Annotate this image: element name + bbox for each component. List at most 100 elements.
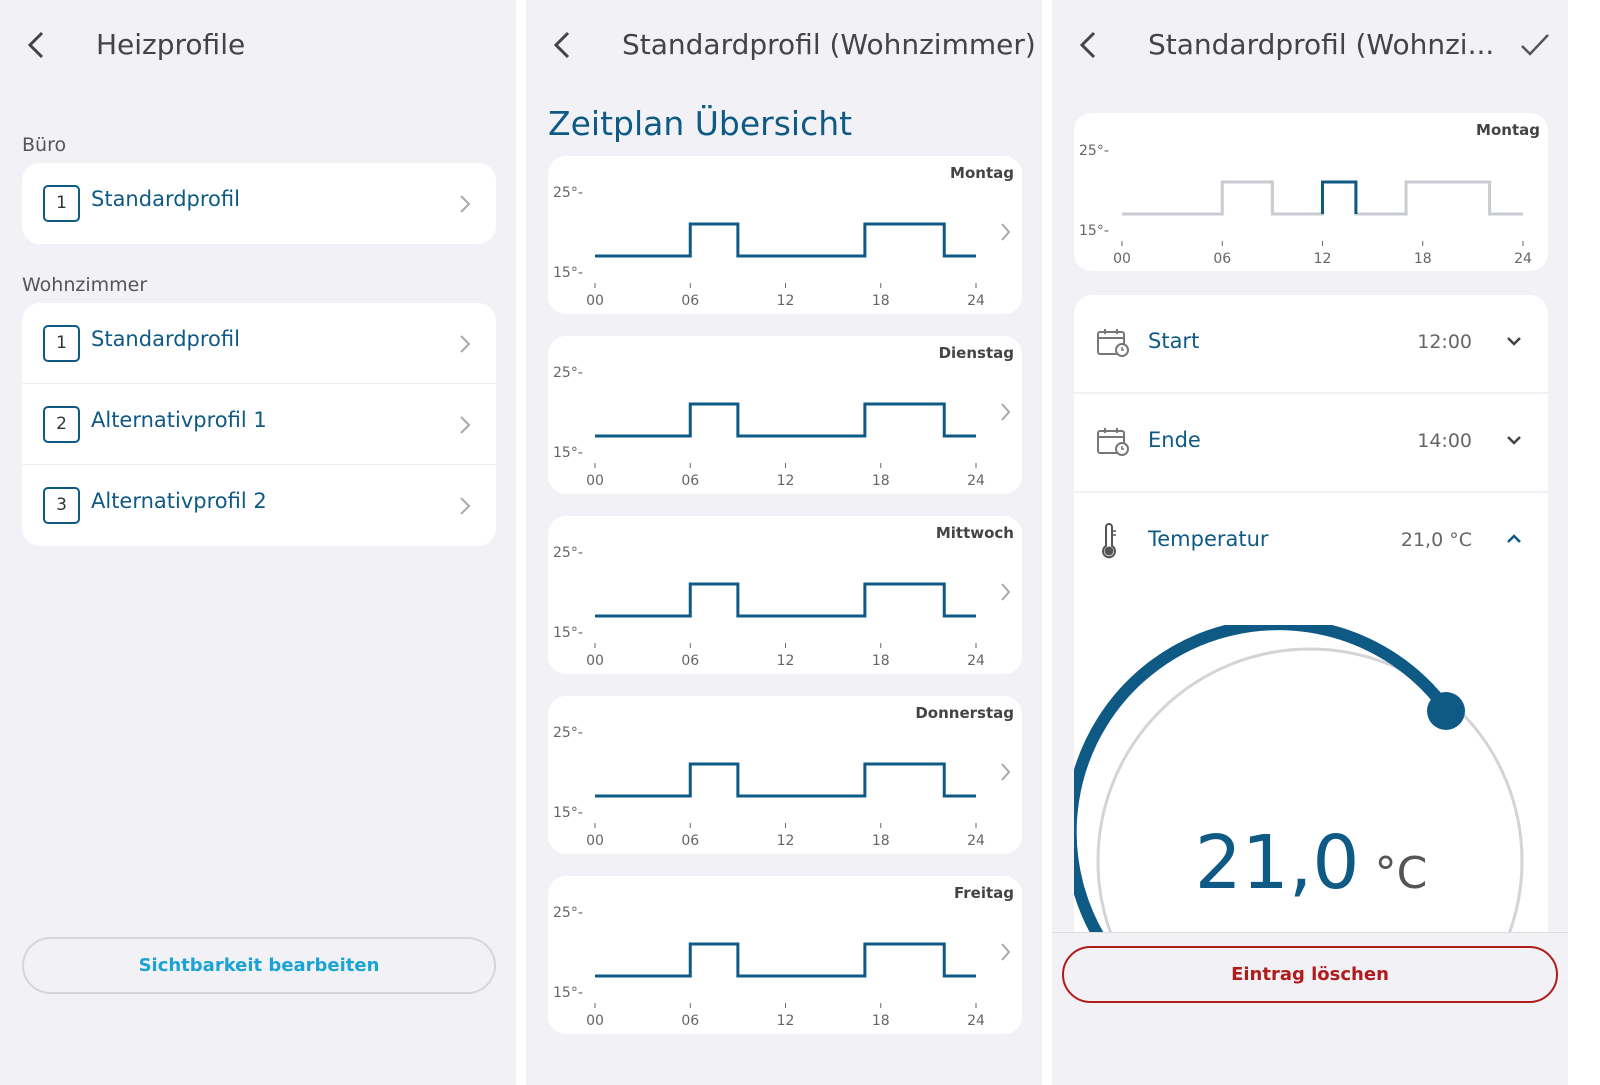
chevron-down-icon[interactable] — [1506, 434, 1522, 446]
chevron-right-icon — [460, 416, 471, 434]
heating-profiles-panel: Heizprofile Büro 1 Standardprofil Wohnzim… — [0, 0, 516, 1085]
calendar-clock-icon — [1097, 329, 1129, 357]
y-tick-label: 25°- — [553, 725, 583, 741]
schedule-chart: 25°- 15°-00 06 12 18 24 — [553, 545, 1011, 669]
chevron-right-icon — [460, 195, 471, 213]
back-icon[interactable] — [22, 30, 52, 60]
back-icon[interactable] — [548, 30, 578, 60]
x-tick-label: 06 — [681, 293, 699, 309]
day-chart-card[interactable]: Dienstag 25°- 15°- 00 06 12 18 24 — [548, 336, 1022, 494]
x-tick-label: 00 — [586, 293, 604, 309]
calendar-clock-icon — [1097, 428, 1129, 456]
temperature-value: 21,0 °C — [1400, 529, 1472, 551]
chevron-right-icon — [1001, 403, 1011, 421]
schedule-line — [595, 582, 976, 618]
x-tick-label: 00 — [586, 1013, 604, 1029]
chevron-right-icon — [1001, 943, 1011, 961]
profile-number: 1 — [43, 185, 80, 222]
start-row[interactable]: Start 12:00 — [1074, 295, 1548, 394]
chevron-right-icon — [460, 497, 471, 515]
x-tick-label: 00 — [586, 833, 604, 849]
chevron-right-icon — [1001, 223, 1011, 241]
y-tick-label: 15°- — [553, 445, 583, 461]
x-tick-label: 18 — [872, 653, 890, 669]
schedule-chart: 25°- 15°-00 06 12 18 24 — [553, 905, 1011, 1029]
schedule-chart: 25°- 15°-00 06 12 18 24 — [553, 365, 1011, 489]
start-label: Start — [1148, 329, 1200, 353]
y-tick-label: 15°- — [1079, 223, 1109, 239]
x-tick-label: 24 — [1514, 251, 1532, 267]
chevron-right-icon — [1001, 583, 1011, 601]
day-chart-card[interactable]: Donnerstag 25°- 15°- 00 06 12 18 24 — [548, 696, 1022, 854]
page-title: Standardprofil (Wohnzimmer) — [622, 28, 1036, 61]
end-label: Ende — [1148, 428, 1201, 452]
selected-segment — [1321, 180, 1358, 214]
day-label: Donnerstag — [915, 704, 1014, 722]
y-tick-label: 25°- — [1079, 143, 1109, 159]
chevron-up-icon[interactable] — [1506, 533, 1522, 545]
profile-number: 3 — [43, 487, 80, 524]
list-item[interactable]: 1 Standardprofil — [22, 303, 496, 384]
profile-number: 2 — [43, 406, 80, 443]
x-tick-label: 24 — [967, 293, 985, 309]
dial-progress-arc — [1074, 625, 1452, 935]
temperature-label: Temperatur — [1148, 527, 1269, 551]
x-tick-label: 06 — [681, 1013, 699, 1029]
dial-track — [1096, 647, 1524, 935]
list-item[interactable]: 1 Standardprofil — [22, 163, 496, 244]
schedule-chart: 25°- 15°-00 06 12 18 24 — [1079, 143, 1532, 267]
day-chart-card[interactable]: Montag 25°- 15°- 00 06 12 18 24 — [548, 156, 1022, 314]
x-tick-label: 06 — [681, 833, 699, 849]
x-tick-label: 06 — [681, 653, 699, 669]
y-tick-label: 15°- — [553, 265, 583, 281]
x-tick-label: 12 — [777, 653, 795, 669]
day-label: Montag — [950, 164, 1014, 182]
y-tick-label: 25°- — [553, 545, 583, 561]
day-chart-card[interactable]: Mittwoch 25°- 15°- 00 06 12 18 24 — [548, 516, 1022, 674]
x-tick-label: 24 — [967, 473, 985, 489]
thermometer-icon — [1102, 523, 1116, 559]
schedule-line — [595, 222, 976, 258]
schedule-line — [595, 762, 976, 798]
profile-number: 1 — [43, 325, 80, 362]
day-chart-card: Montag 25°- 15°- 00 06 12 18 24 — [1074, 113, 1548, 271]
x-tick-label: 06 — [1213, 251, 1231, 267]
schedule-overview-panel: Standardprofil (Wohnzimmer) Zeitplan Übe… — [526, 0, 1042, 1085]
y-tick-label: 25°- — [553, 365, 583, 381]
x-tick-label: 12 — [777, 833, 795, 849]
delete-entry-button[interactable]: Eintrag löschen — [1062, 946, 1558, 1003]
x-tick-label: 24 — [967, 653, 985, 669]
entry-form: Start 12:00 Ende 14:00 Temperatur 21,0 °… — [1074, 295, 1548, 995]
profile-list-buero: 1 Standardprofil — [22, 163, 496, 244]
day-label: Dienstag — [938, 344, 1014, 362]
dial-knob[interactable] — [1427, 692, 1465, 730]
profile-label: Alternativprofil 1 — [91, 408, 267, 432]
start-value: 12:00 — [1417, 331, 1472, 353]
day-label: Montag — [1476, 121, 1540, 139]
page-title: Heizprofile — [96, 28, 246, 61]
group-label: Büro — [22, 134, 67, 156]
temperature-row[interactable]: Temperatur 21,0 °C — [1074, 493, 1548, 592]
confirm-check-icon[interactable] — [1520, 32, 1550, 58]
x-tick-label: 00 — [1113, 251, 1131, 267]
y-tick-label: 25°- — [553, 905, 583, 921]
chevron-right-icon — [460, 335, 471, 353]
x-tick-label: 18 — [872, 473, 890, 489]
dial-readout: 21,0 °C — [1074, 820, 1548, 906]
x-tick-label: 24 — [967, 833, 985, 849]
schedule-line — [595, 402, 976, 438]
back-icon[interactable] — [1074, 30, 1104, 60]
end-row[interactable]: Ende 14:00 — [1074, 394, 1548, 493]
list-item[interactable]: 2 Alternativprofil 1 — [22, 384, 496, 465]
chevron-right-icon — [1001, 763, 1011, 781]
x-tick-label: 12 — [777, 293, 795, 309]
list-item[interactable]: 3 Alternativprofil 2 — [22, 465, 496, 546]
day-chart-card[interactable]: Freitag 25°- 15°- 00 06 12 18 24 — [548, 876, 1022, 1034]
x-tick-label: 18 — [872, 293, 890, 309]
edit-visibility-button[interactable]: Sichtbarkeit bearbeiten — [22, 937, 496, 994]
dial-value: 21,0 — [1194, 820, 1360, 906]
profile-list-wohnzimmer: 1 Standardprofil 2 Alternativprofil 1 3 Alt… — [22, 303, 496, 546]
chevron-down-icon[interactable] — [1506, 335, 1522, 347]
temperature-dial[interactable] — [1074, 625, 1548, 935]
dial-unit: °C — [1374, 848, 1428, 899]
